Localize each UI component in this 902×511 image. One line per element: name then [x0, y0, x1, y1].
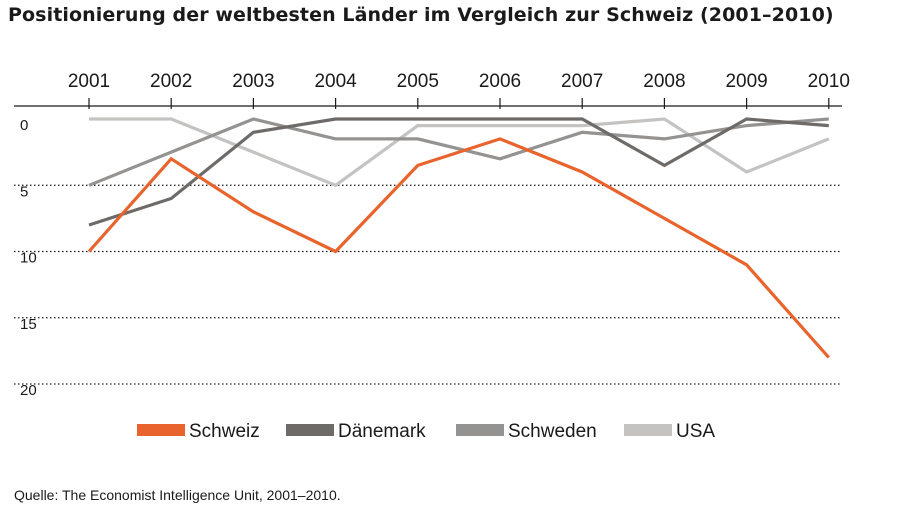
legend-swatch [286, 424, 334, 436]
x-tick-label: 2003 [232, 71, 274, 92]
grid-lines [14, 184, 842, 385]
x-tick-label: 2005 [397, 71, 439, 92]
legend: Schweiz Dänemark Schweden USA [137, 421, 715, 442]
x-tick-label: 2006 [479, 71, 521, 92]
x-tick-label: 2007 [561, 71, 603, 92]
series-line-schweden [88, 117, 829, 187]
legend-label: Schweiz [189, 421, 260, 442]
y-tick-label: 5 [20, 183, 28, 200]
legend-label: Dänemark [338, 421, 426, 442]
x-tick-label: 2001 [68, 71, 110, 92]
legend-swatch [137, 424, 185, 436]
x-tick-label: 2008 [643, 71, 685, 92]
y-tick-label: 0 [20, 117, 28, 134]
chart-source: Quelle: The Economist Intelligence Unit,… [14, 487, 341, 503]
legend-swatch [456, 424, 504, 436]
series-lines [87, 117, 830, 359]
legend-swatch [624, 424, 672, 436]
chart-title: Positionierung der weltbesten Länder im … [8, 4, 834, 26]
y-tick-label: 10 [20, 250, 37, 267]
legend-label: Schweden [508, 421, 597, 442]
x-tick-label: 2009 [725, 71, 767, 92]
y-axis: 0 5 10 15 20 [20, 117, 37, 399]
series-line-dänemark [88, 117, 829, 227]
y-tick-label: 15 [20, 316, 37, 333]
legend-label: USA [676, 421, 715, 442]
x-axis: 2001 2002 2003 2004 2005 2006 2007 2008 2009 2010 [14, 71, 850, 109]
series-line-schweiz [87, 137, 830, 359]
x-tick-label: 2002 [150, 71, 192, 92]
y-tick-label: 20 [20, 382, 37, 399]
x-tick-label: 2004 [314, 71, 357, 92]
x-tick-label: 2010 [808, 71, 850, 92]
